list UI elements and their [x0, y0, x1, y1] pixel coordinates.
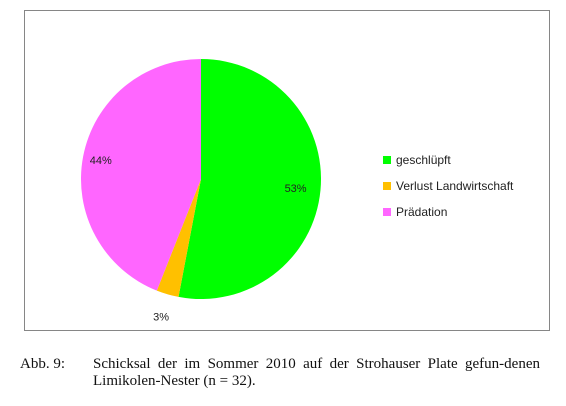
caption-text: Schicksal der im Sommer 2010 auf der Str… [93, 356, 540, 389]
legend: geschlüpft Verlust Landwirtschaft Prädat… [383, 147, 513, 225]
legend-swatch-praedation [383, 208, 391, 216]
legend-item-verlust-landwirtschaft: Verlust Landwirtschaft [383, 173, 513, 199]
pie-slice-verlust-landwirtschaft [156, 179, 201, 297]
caption-label: Abb. 9: [20, 356, 65, 372]
pie-chart: 53% 3% 44% [81, 59, 321, 323]
legend-swatch-geschluepft [383, 156, 391, 164]
data-label-verlust-landwirtschaft: 3% [153, 311, 169, 323]
chart-area: 53% 3% 44% geschlüpft Verlust Landwirtscha… [24, 10, 550, 331]
legend-swatch-verlust-landwirtschaft [383, 182, 391, 190]
pie-slice-geschluepft [178, 59, 321, 299]
data-label-geschluepft: 53% [285, 183, 307, 195]
legend-item-geschluepft: geschlüpft [383, 147, 513, 173]
legend-item-praedation: Prädation [383, 199, 513, 225]
legend-label-verlust-landwirtschaft: Verlust Landwirtschaft [396, 179, 514, 193]
pie-slice-praedation [81, 59, 201, 291]
figure-caption: Abb. 9: Schicksal der im Sommer 2010 auf… [20, 356, 540, 390]
legend-label-geschluepft: geschlüpft [396, 153, 451, 167]
legend-label-praedation: Prädation [396, 205, 448, 219]
data-label-praedation: 44% [90, 155, 112, 167]
